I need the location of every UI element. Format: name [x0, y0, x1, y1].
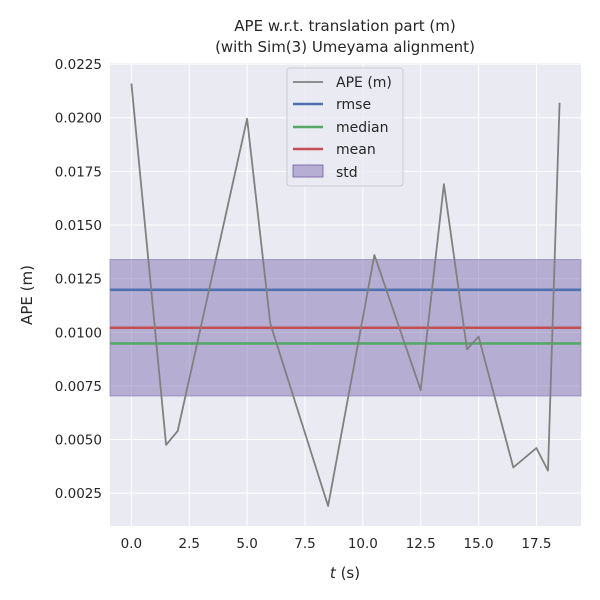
x-tick-labels: 0.0 2.5 5.0 7.5 10.0 12.5 15.0 17.5	[121, 536, 552, 552]
legend-label-rmse: rmse	[336, 97, 371, 113]
y-tick-label: 0.0050	[55, 433, 102, 449]
x-tick-label: 17.5	[521, 536, 551, 552]
x-tick-label: 2.5	[179, 536, 200, 552]
x-tick-label: 7.5	[294, 536, 315, 552]
y-tick-label: 0.0125	[55, 272, 102, 288]
legend-label-ape: APE (m)	[336, 75, 392, 91]
legend-label-median: median	[336, 120, 388, 136]
legend-label-std: std	[336, 165, 358, 181]
y-tick-label: 0.0100	[55, 325, 102, 341]
stat-lines	[110, 288, 581, 345]
x-tick-label: 15.0	[464, 536, 494, 552]
y-tick-label: 0.0150	[55, 218, 102, 234]
x-tick-label: 0.0	[121, 536, 142, 552]
y-axis-label: APE (m)	[18, 265, 36, 325]
legend-box	[286, 67, 404, 187]
y-tick-label: 0.0200	[55, 111, 102, 127]
legend-swatch-std	[292, 164, 324, 178]
chart-title: APE w.r.t. translation part (m)	[234, 17, 455, 35]
y-tick-label: 0.0075	[55, 379, 102, 395]
legend: APE (m) rmse median mean std	[286, 67, 404, 187]
x-tick-label: 12.5	[406, 536, 436, 552]
x-axis-label: t (s)	[330, 564, 360, 582]
y-tick-label: 0.0225	[55, 57, 102, 73]
y-tick-label: 0.0175	[55, 164, 102, 180]
legend-label-mean: mean	[336, 142, 376, 158]
y-tick-label: 0.0025	[55, 486, 102, 502]
ape-series-line	[130, 83, 561, 507]
series-layer	[130, 83, 561, 507]
x-tick-label: 5.0	[236, 536, 257, 552]
x-tick-label: 10.0	[348, 536, 378, 552]
y-tick-labels: 0.0025 0.0050 0.0075 0.0100 0.0125 0.0150 0.01…	[55, 57, 102, 502]
chart-subtitle: (with Sim(3) Umeyama alignment)	[215, 38, 475, 56]
